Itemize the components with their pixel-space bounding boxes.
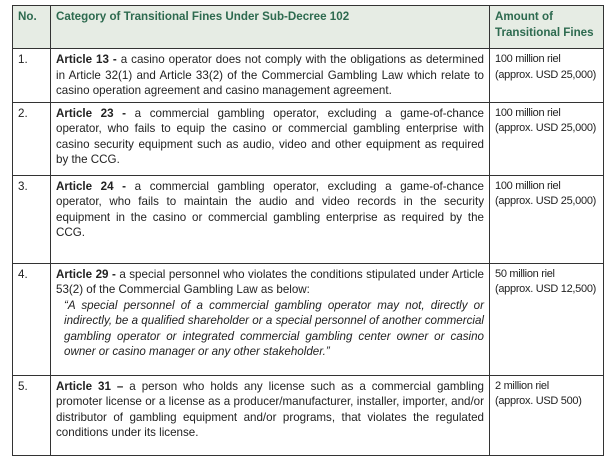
row-number: 4. — [12, 262, 51, 376]
row-category: Article 31 – a person who holds any lice… — [50, 374, 490, 456]
article-ref: Article 23 - — [56, 106, 127, 120]
table-header-row: No. Category of Transitional Fines Under… — [12, 5, 604, 49]
row-amount: 100 million riel (approx. USD 25,000) — [489, 48, 604, 103]
article-text: a commercial gambling operator, excludin… — [56, 106, 484, 167]
row-number: 1. — [12, 48, 51, 103]
transitional-fines-table: No. Category of Transitional Fines Under… — [12, 5, 604, 456]
article-quote: “A special personnel of a commercial gam… — [64, 298, 484, 359]
table-row: 1. Article 13 - a casino operator does n… — [12, 48, 604, 103]
amount-usd: (approx. USD 25,000) — [495, 195, 596, 207]
table-row: 4. Article 29 - a special personnel who … — [12, 262, 604, 376]
article-text: a special personnel who violates the con… — [56, 267, 484, 297]
row-number: 3. — [12, 174, 51, 264]
row-number: 5. — [12, 374, 51, 456]
article-ref: Article 31 – — [56, 379, 124, 393]
article-ref: Article 29 - — [56, 267, 116, 281]
amount-riel: 100 million riel — [495, 53, 561, 65]
row-number: 2. — [12, 101, 51, 176]
row-amount: 50 million riel (approx. USD 12,500) — [489, 262, 604, 376]
table-row: 2. Article 23 - a commercial gambling op… — [12, 101, 604, 176]
amount-riel: 2 million riel — [495, 379, 549, 392]
header-category: Category of Transitional Fines Under Sub… — [50, 5, 490, 49]
row-amount: 2 million riel (approx. USD 500) — [489, 374, 604, 456]
amount-riel: 100 million riel — [495, 106, 561, 119]
amount-usd: (approx. USD 12,500) — [495, 283, 596, 295]
table-row: 3. Article 24 - a commercial gambling op… — [12, 174, 604, 264]
article-ref: Article 13 - — [56, 53, 117, 66]
row-category: Article 23 - a commercial gambling opera… — [50, 101, 490, 176]
header-no: No. — [12, 5, 51, 49]
amount-riel: 100 million riel — [495, 179, 561, 192]
amount-usd: (approx. USD 25,000) — [495, 68, 596, 81]
row-amount: 100 million riel (approx. USD 25,000) — [489, 174, 604, 264]
row-category: Article 24 - a commercial gambling opera… — [50, 174, 490, 264]
row-amount: 100 million riel (approx. USD 25,000) — [489, 101, 604, 176]
amount-usd: (approx. USD 25,000) — [495, 122, 596, 134]
table-row: 5. Article 31 – a person who holds any l… — [12, 374, 604, 456]
amount-usd: (approx. USD 500) — [495, 395, 582, 407]
header-amount: Amount of Transitional Fines — [489, 5, 604, 49]
article-text: a commercial gambling operator, excludin… — [56, 179, 484, 240]
article-text: a casino operator does not comply with t… — [56, 53, 484, 97]
row-category: Article 13 - a casino operator does not … — [50, 48, 490, 103]
amount-riel: 50 million riel — [495, 267, 555, 280]
article-ref: Article 24 - — [56, 179, 127, 193]
row-category: Article 29 - a special personnel who vio… — [50, 262, 490, 376]
article-text: a person who holds any license such as a… — [56, 379, 485, 440]
